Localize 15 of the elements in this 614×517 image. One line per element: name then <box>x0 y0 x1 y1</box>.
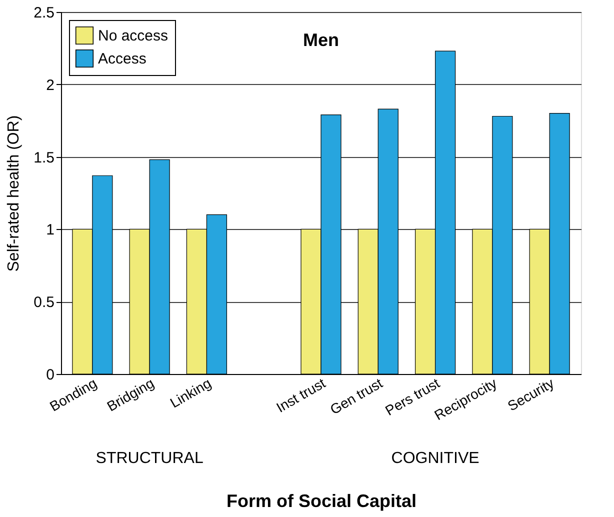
x-tick-label: Gen trust <box>327 374 386 418</box>
y-tick-label: 0.5 <box>34 294 54 312</box>
y-tick-label: 1 <box>46 222 54 239</box>
x-tick-label: Inst trust <box>274 374 328 416</box>
text: COGNITIVE <box>391 450 480 467</box>
text: STRUCTURAL <box>96 450 204 467</box>
legend-label: Access <box>98 50 146 68</box>
y-tick-label: 1.5 <box>34 149 54 166</box>
y-tick-label: 2.5 <box>34 4 54 22</box>
text: Men <box>303 30 339 50</box>
y-tick-label: 2 <box>46 76 54 94</box>
y-axis-title: Self-rated health (OR) <box>6 115 23 272</box>
x-axis-title: Form of Social Capital <box>226 491 417 512</box>
y-tick-label: 0 <box>46 366 54 384</box>
legend-label: No access <box>98 28 168 44</box>
